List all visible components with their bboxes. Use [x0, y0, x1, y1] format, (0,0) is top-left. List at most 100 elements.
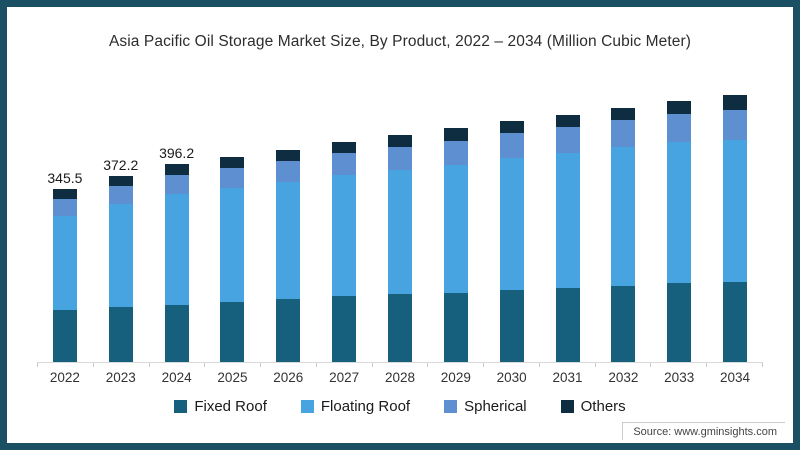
bar-segment-floating-roof: [443, 165, 468, 293]
bar-column-2027: [316, 142, 372, 362]
bar-column-2032: [595, 108, 651, 362]
bar-segment-fixed-roof: [387, 294, 412, 362]
bar-segment-others: [723, 94, 748, 110]
x-axis-label-2024: 2024: [161, 370, 192, 385]
source-note: Source: www.gminsights.com: [622, 422, 785, 440]
bar-segment-others: [387, 134, 412, 147]
bar-segment-fixed-roof: [611, 286, 636, 362]
bar-stack: [164, 163, 189, 362]
bar-segment-floating-roof: [667, 142, 692, 283]
bar-segment-fixed-roof: [555, 287, 580, 362]
axis-tick: [37, 363, 94, 367]
bar-segment-spherical: [667, 114, 692, 142]
bar-segment-spherical: [443, 141, 468, 165]
bar-segment-floating-roof: [499, 158, 524, 290]
bar-stack: [499, 121, 524, 362]
value-label: 345.5: [47, 170, 83, 187]
bar-stack: [443, 128, 468, 362]
value-label: 372.2: [103, 156, 139, 173]
axis-tick: [317, 363, 373, 367]
bar-segment-spherical: [52, 199, 77, 217]
x-axis-label-2033: 2033: [664, 370, 695, 385]
axis-tick: [150, 363, 206, 367]
legend-label: Others: [580, 398, 626, 415]
bar-column-2033: [651, 101, 707, 362]
bar-stack: [723, 94, 748, 362]
bar-segment-floating-roof: [555, 152, 580, 288]
bar-segment-fixed-roof: [723, 282, 748, 362]
bar-segment-floating-roof: [611, 147, 636, 286]
bar-segment-fixed-roof: [108, 307, 133, 362]
bar-segment-spherical: [555, 126, 580, 153]
bar-stack: [276, 149, 301, 362]
bar-column-2024: 396.2: [149, 145, 205, 362]
bar-segment-spherical: [387, 146, 412, 170]
bar-segment-others: [108, 175, 133, 186]
x-axis-ticks: [37, 363, 763, 367]
bar-segment-fixed-roof: [276, 298, 301, 362]
axis-tick: [484, 363, 540, 367]
bar-segment-spherical: [611, 120, 636, 147]
legend-label: Spherical: [464, 398, 527, 415]
x-axis-label-2034: 2034: [720, 370, 751, 385]
bar-segment-fixed-roof: [52, 310, 77, 362]
bar-segment-spherical: [164, 174, 189, 194]
bars-row: 345.5 372.2 396.2: [37, 87, 763, 363]
x-axis-label-2025: 2025: [217, 370, 248, 385]
legend-swatch-others: [560, 400, 574, 413]
legend-swatch-fixed-roof: [174, 400, 188, 413]
bar-segment-spherical: [108, 185, 133, 204]
plot-area: 345.5 372.2 396.2 2022 2023 2024 2025 2026 2027…: [37, 87, 763, 385]
bar-segment-fixed-roof: [332, 295, 357, 362]
bar-segment-spherical: [276, 160, 301, 182]
legend-label: Floating Roof: [320, 398, 411, 415]
x-axis-label-2029: 2029: [440, 370, 471, 385]
x-axis-labels: 2022 2023 2024 2025 2026 2027 2028 2029 2030 2031…: [37, 370, 763, 385]
axis-tick: [428, 363, 485, 367]
bar-segment-others: [611, 108, 636, 120]
bar-segment-floating-roof: [52, 216, 77, 310]
bar-segment-others: [443, 128, 468, 141]
legend-label: Fixed Roof: [194, 398, 267, 415]
bar-segment-others: [332, 142, 357, 153]
axis-tick: [540, 363, 596, 367]
bar-column-2028: [372, 134, 428, 362]
bar-column-2022: 345.5: [37, 170, 93, 362]
bar-column-2023: 372.2: [93, 157, 149, 362]
bar-column-2029: [428, 128, 484, 362]
bar-stack: [555, 114, 580, 362]
value-label: 396.2: [159, 144, 195, 161]
bar-segment-fixed-roof: [164, 304, 189, 362]
x-axis-label-2026: 2026: [273, 370, 304, 385]
bar-segment-floating-roof: [220, 188, 245, 302]
bar-stack: [52, 189, 77, 362]
legend-swatch-spherical: [444, 400, 458, 413]
bar-segment-others: [276, 149, 301, 161]
bar-segment-spherical: [499, 133, 524, 158]
chart-title: Asia Pacific Oil Storage Market Size, By…: [108, 33, 692, 50]
bar-stack: [667, 101, 692, 362]
bar-segment-floating-roof: [276, 181, 301, 299]
x-axis-label-2022: 2022: [49, 370, 80, 385]
bar-segment-floating-roof: [332, 175, 357, 296]
x-axis-label-2031: 2031: [552, 370, 583, 385]
bar-stack: [332, 142, 357, 362]
legend-item-others: Others: [560, 398, 626, 415]
legend-item-fixed-roof: Fixed Roof: [174, 398, 267, 415]
bar-column-2025: [205, 157, 261, 362]
bar-segment-others: [667, 101, 692, 114]
bar-segment-fixed-roof: [220, 301, 245, 362]
bar-stack: [108, 175, 133, 362]
axis-tick: [205, 363, 262, 367]
bar-segment-floating-roof: [723, 139, 748, 282]
x-axis-label-2028: 2028: [384, 370, 415, 385]
bar-segment-fixed-roof: [499, 289, 524, 362]
bar-segment-others: [499, 121, 524, 133]
bar-stack: [611, 108, 636, 362]
bar-segment-others: [164, 163, 189, 175]
bar-column-2030: [484, 121, 540, 362]
x-axis-label-2023: 2023: [105, 370, 136, 385]
axis-tick: [261, 363, 317, 367]
x-axis-label-2027: 2027: [329, 370, 360, 385]
legend-item-floating-roof: Floating Roof: [300, 398, 411, 415]
